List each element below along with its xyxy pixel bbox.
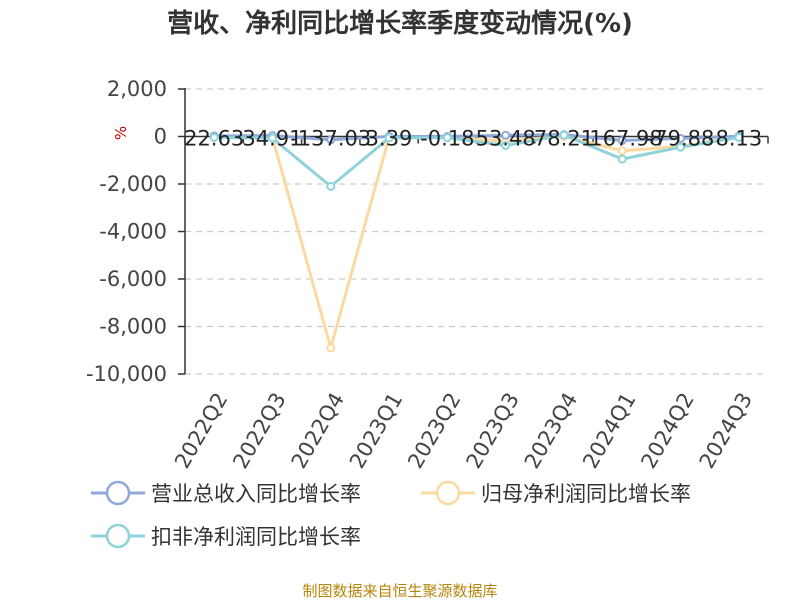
data-point (326, 181, 336, 191)
y-tick-label: -4,000 (99, 220, 167, 244)
y-tick-label: 0 (154, 125, 167, 149)
x-tick-label: 2024Q2 (636, 389, 698, 473)
legend-item-1: 营业总收入同比增长率 (91, 480, 361, 506)
y-tick-label: 2,000 (107, 77, 167, 101)
data-label: -167.98 (582, 127, 663, 151)
x-tick-label: 2022Q3 (228, 389, 290, 473)
data-point (501, 130, 511, 140)
data-point (734, 132, 744, 142)
data-point (617, 146, 627, 156)
x-tick-label: 2024Q3 (695, 389, 757, 473)
gridlines (185, 88, 768, 375)
x-tick-label: 2022Q4 (287, 389, 349, 473)
series-line (214, 134, 740, 350)
legend-marker (105, 480, 131, 506)
legend-label: 归母净利润同比增长率 (481, 482, 691, 506)
data-label: -137.03 (290, 127, 371, 151)
data-label: 8.13 (715, 127, 762, 151)
legend-marker (105, 523, 131, 549)
legend-marker (435, 480, 461, 506)
data-label: 3.39 (366, 127, 413, 151)
legend-item-2: 归母净利润同比增长率 (421, 480, 691, 506)
data-point (326, 135, 336, 145)
data-point (326, 343, 336, 353)
data-point (384, 133, 394, 143)
series-line (214, 133, 739, 142)
series-line (214, 133, 740, 188)
y-tick-label: -2,000 (99, 172, 167, 196)
x-tick-label: 2024Q1 (578, 389, 640, 473)
data-point (442, 133, 452, 143)
data-label: -79.88 (647, 127, 715, 151)
data-label: 78.21 (534, 127, 594, 151)
y-tick-label: -10,000 (86, 362, 167, 386)
data-label: 53.48 (476, 127, 536, 151)
data-label: -0.18 (420, 127, 474, 151)
data-point (617, 154, 627, 164)
data-point (559, 130, 569, 140)
y-tick-label: -8,000 (99, 315, 167, 339)
data-label: 22.63 (184, 127, 244, 151)
x-tick-label: 2023Q4 (520, 389, 582, 473)
legend-label: 营业总收入同比增长率 (151, 482, 361, 506)
y-tick-label: -6,000 (99, 267, 167, 291)
x-tick-label: 2023Q2 (403, 388, 465, 472)
y-axis-unit-label: % (112, 126, 130, 140)
series-3 (209, 130, 744, 191)
data-point (501, 141, 511, 151)
x-tick-label: 2023Q3 (462, 389, 524, 473)
legend-label: 扣非净利润同比增长率 (151, 525, 361, 549)
series-lines (209, 130, 744, 353)
data-label: 34.91 (242, 127, 302, 151)
x-tick-label: 2023Q1 (345, 389, 407, 473)
chart-title: 营收、净利同比增长率季度变动情况(%) (167, 8, 633, 39)
data-point (617, 135, 627, 145)
data-point (267, 133, 277, 143)
x-tick-label: 2022Q2 (170, 389, 232, 473)
legend-item-3: 扣非净利润同比增长率 (91, 523, 361, 549)
data-point (676, 133, 686, 143)
series-2 (209, 131, 744, 353)
source-note: 制图数据来自恒生聚源数据库 (302, 582, 497, 600)
data-point (676, 142, 686, 152)
data-point (209, 132, 219, 142)
